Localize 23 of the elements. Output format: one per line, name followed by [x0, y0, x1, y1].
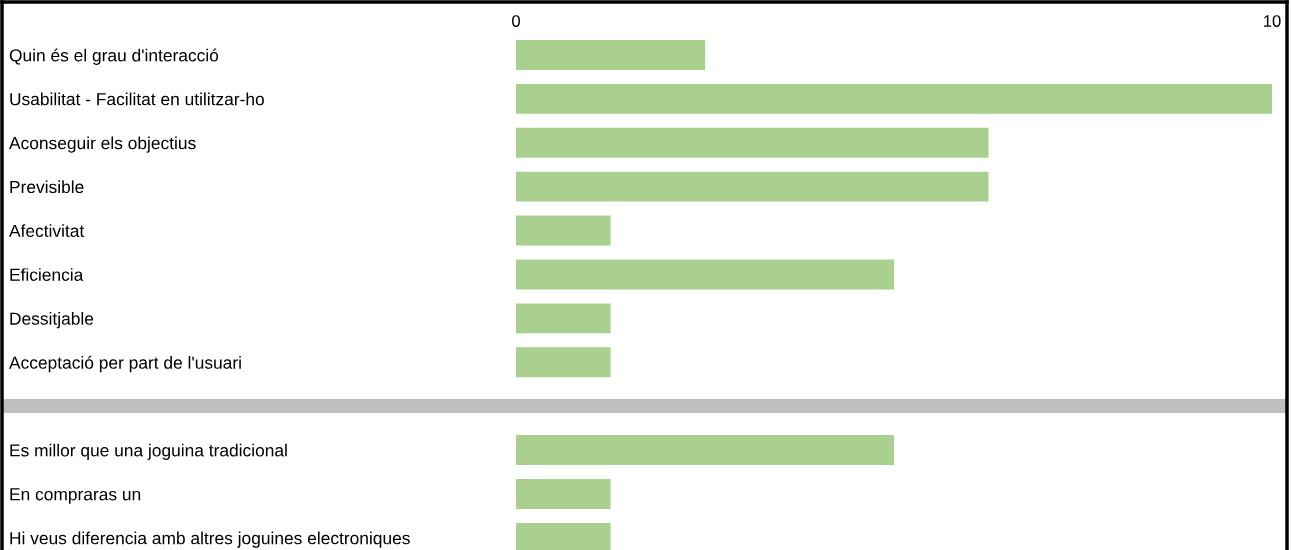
bar	[516, 259, 894, 290]
bar	[516, 215, 611, 246]
bar	[516, 83, 1272, 114]
bar	[516, 127, 989, 158]
y-tick-label: Eficiencia	[10, 268, 84, 281]
y-tick-label: Usabilitat - Facilitat en utilitzar-ho	[10, 92, 264, 106]
y-tick-label: Hi veus diferencia amb altres joguines electroniques	[10, 531, 410, 548]
x-tick-label: 10	[1264, 15, 1281, 27]
bar	[516, 479, 611, 509]
y-tick-label: Previsible	[10, 180, 84, 194]
y-tick-label: Acceptació per part de l'usuari	[9, 355, 241, 373]
y-tick-label: Es millor que una joguina tradicional	[10, 443, 287, 460]
y-tick-label: Afectivitat	[9, 224, 85, 238]
y-tick-label: Quin és el grau d'interacció	[9, 48, 219, 65]
bar	[516, 171, 989, 202]
bar	[516, 347, 611, 378]
x-tick-label: 0	[512, 15, 520, 27]
bar	[516, 40, 705, 70]
bar	[516, 303, 611, 334]
y-tick-label: Dessitjable	[10, 312, 94, 329]
y-tick-label: Aconseguir els objectius	[9, 136, 196, 153]
y-tick-label: En compraras un	[10, 488, 141, 504]
bar	[516, 435, 894, 465]
